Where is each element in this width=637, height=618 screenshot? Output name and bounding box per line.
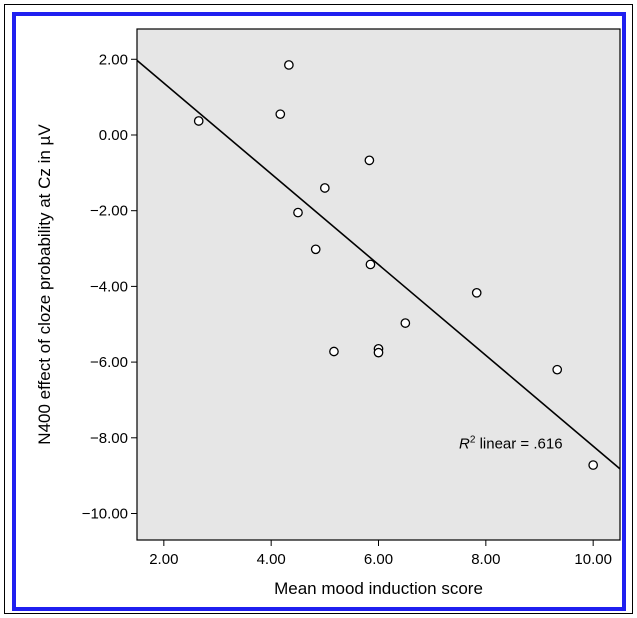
y-tick-label: −6.00	[90, 354, 128, 371]
data-point	[293, 207, 303, 218]
x-axis-label: Mean mood induction score	[274, 579, 483, 598]
data-point	[373, 347, 384, 358]
y-tick-label: −10.00	[82, 506, 128, 523]
data-point	[552, 364, 563, 375]
r-symbol: R	[459, 435, 470, 452]
scatter-chart: 2.00 4.00 6.00 8.00 10.00 2.00 0.00 −2.00 −4.00…	[35, 28, 621, 598]
r-squared-text: linear = .616	[475, 435, 562, 452]
y-axis-label: N400 effect of cloze probability at Cz i…	[35, 124, 54, 445]
x-tick-label: 8.00	[471, 551, 500, 568]
regression-line	[136, 59, 621, 470]
r-superscript: 2	[470, 434, 476, 445]
y-tick-label: 2.00	[99, 51, 128, 68]
y-tick-label: −4.00	[90, 278, 128, 295]
x-tick-label: 2.00	[149, 551, 178, 568]
y-axis-ticks: 2.00 0.00 −2.00 −4.00 −6.00 −8.00 −10.00	[82, 51, 137, 523]
data-point	[400, 318, 411, 328]
r-squared-annotation: R2 linear = .616	[459, 434, 563, 452]
data-point	[193, 116, 204, 126]
chart-border: 2.00 4.00 6.00 8.00 10.00 2.00 0.00 −2.00 −4.00…	[12, 12, 626, 611]
data-point	[471, 287, 482, 298]
data-point	[319, 183, 330, 193]
x-tick-label: 4.00	[257, 551, 286, 568]
x-tick-label: 10.00	[574, 551, 612, 568]
y-tick-label: 0.00	[99, 127, 128, 144]
data-point	[310, 244, 321, 255]
data-point	[588, 460, 599, 470]
data-points	[193, 60, 599, 470]
x-axis-ticks: 2.00 4.00 6.00 8.00 10.00	[149, 540, 612, 568]
y-tick-label: −2.00	[90, 203, 128, 220]
y-tick-label: −8.00	[90, 430, 128, 447]
data-point	[365, 259, 376, 270]
data-point	[275, 109, 286, 120]
data-point	[364, 155, 375, 166]
data-point	[329, 346, 339, 357]
data-point	[284, 60, 294, 70]
x-tick-label: 6.00	[364, 551, 393, 568]
plot-area	[136, 28, 621, 541]
